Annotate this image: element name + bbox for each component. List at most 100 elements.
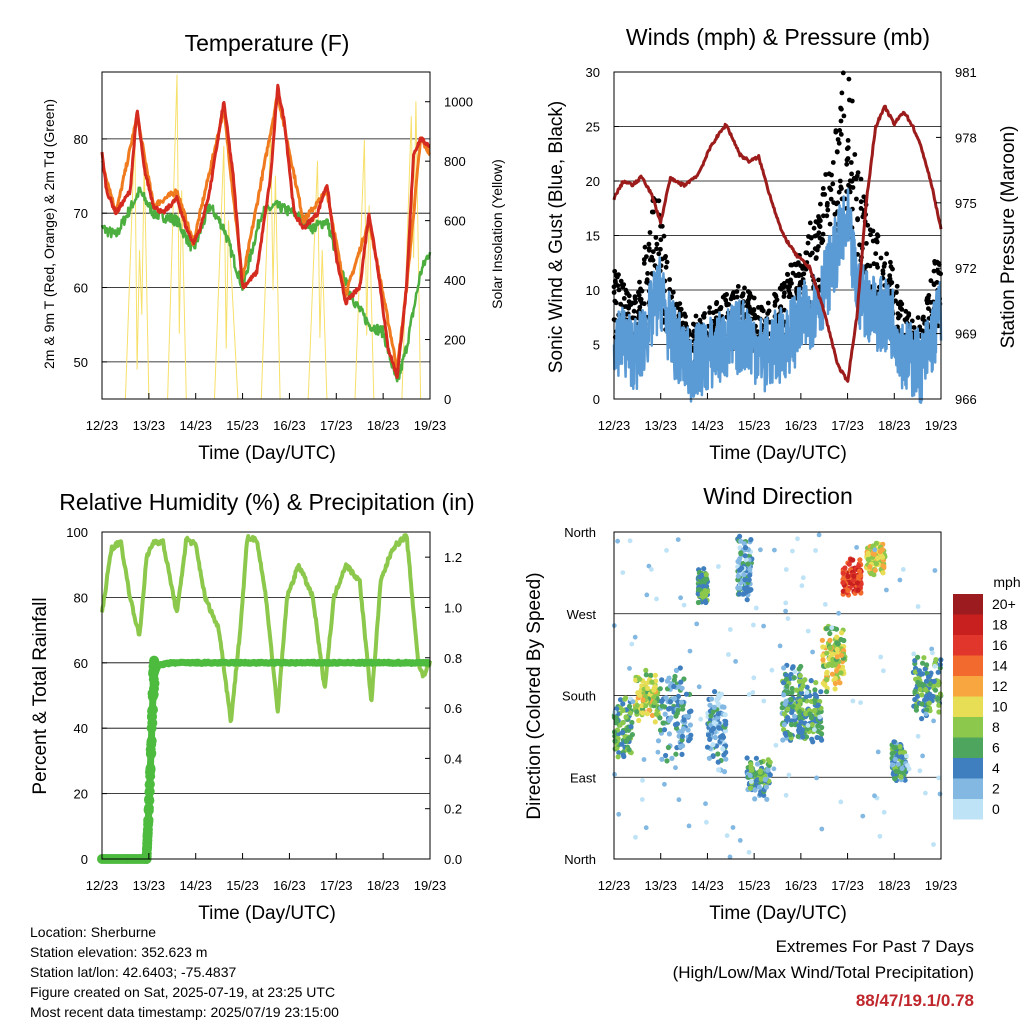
legend-swatch-14 xyxy=(953,655,983,676)
direction-dot-scatter xyxy=(790,548,795,554)
gust-dot xyxy=(713,308,719,314)
y-tick-label: 80 xyxy=(74,132,88,147)
y-tick-label: 80 xyxy=(74,590,88,605)
direction-dot-10 xyxy=(845,573,851,580)
gust-dot xyxy=(847,97,852,103)
gust-dot xyxy=(612,268,618,274)
direction-dot-scatter xyxy=(620,570,626,575)
direction-dot-1 xyxy=(637,676,643,682)
direction-dot-6 xyxy=(764,796,770,802)
direction-dot-7 xyxy=(783,672,789,679)
gust-dot xyxy=(782,290,787,296)
direction-dot-2 xyxy=(667,699,673,705)
direction-dot-12 xyxy=(892,776,898,782)
y-tick-label: 10 xyxy=(586,283,600,298)
direction-dot-9 xyxy=(832,675,839,682)
x-tick-label: 15/23 xyxy=(738,418,771,433)
x-tick-label: 19/23 xyxy=(414,418,447,433)
direction-dot-3 xyxy=(704,589,711,595)
direction-dot-4 xyxy=(715,751,721,757)
direction-dot-11 xyxy=(865,556,872,563)
direction-tick-label: West xyxy=(567,607,597,622)
gust-dot xyxy=(646,246,652,252)
direction-dot-9 xyxy=(832,686,838,692)
direction-dot-2 xyxy=(659,677,665,683)
gust-dot xyxy=(673,302,679,307)
direction-dot-scatter xyxy=(761,623,766,629)
direction-dot-5 xyxy=(747,566,753,573)
gust-dot xyxy=(816,230,822,236)
y-tick-label-right: 800 xyxy=(444,154,466,169)
gust-dot xyxy=(845,138,851,143)
legend-swatch-10 xyxy=(953,696,983,717)
direction-dot-3 xyxy=(700,583,707,589)
info-latlon: Station lat/lon: 42.6403; -75.4837 xyxy=(30,964,237,980)
direction-dot-scatter xyxy=(720,746,725,751)
gust-dot xyxy=(867,263,873,269)
direction-dot-4 xyxy=(712,734,719,741)
direction-dot-scatter xyxy=(931,842,936,847)
direction-dot-scatter xyxy=(915,604,921,609)
direction-tick-label: North xyxy=(564,525,596,540)
direction-dot-3 xyxy=(695,591,701,597)
gust-dot xyxy=(888,259,893,265)
direction-dot-0 xyxy=(613,720,619,726)
direction-dot-2 xyxy=(667,705,673,711)
direction-dot-scatter xyxy=(836,610,841,616)
direction-dot-8 xyxy=(809,722,815,728)
direction-dot-9 xyxy=(838,670,844,676)
legend-label: 12 xyxy=(992,678,1008,694)
direction-dot-2 xyxy=(680,726,687,732)
gust-dot xyxy=(863,264,869,269)
gust-dot xyxy=(654,246,659,252)
gust-dot xyxy=(818,218,823,224)
y-tick-label-right: 975 xyxy=(955,196,977,211)
direction-tick-label: North xyxy=(564,852,596,867)
gust-dot xyxy=(844,161,850,167)
direction-dot-scatter xyxy=(627,666,632,671)
gust-dot xyxy=(857,242,862,248)
direction-dot-8 xyxy=(803,711,809,717)
gust-dot xyxy=(720,294,726,300)
gust-dot xyxy=(653,235,659,240)
direction-dot-11 xyxy=(870,543,876,549)
gust-dot xyxy=(626,303,632,309)
plot-frame-1 xyxy=(613,71,942,400)
direction-dot-4 xyxy=(722,712,728,718)
gust-dot xyxy=(747,290,753,296)
direction-dot-scatter xyxy=(761,698,767,704)
y-tick-label-right: 1.0 xyxy=(444,600,462,615)
direction-dot-6 xyxy=(754,777,761,783)
y-tick-label-right: 966 xyxy=(955,392,977,407)
direction-dot-9 xyxy=(829,671,836,677)
direction-dot-5 xyxy=(742,553,748,559)
gust-dot xyxy=(785,272,791,277)
gust-dot xyxy=(887,276,893,282)
direction-dot-scatter xyxy=(936,775,942,781)
gust-dot xyxy=(844,146,850,152)
gust-dot xyxy=(766,308,772,314)
direction-dot-scatter xyxy=(678,595,683,601)
gust-dot xyxy=(833,129,839,135)
gust-dot xyxy=(658,237,664,243)
direction-dot-7 xyxy=(781,665,787,671)
direction-dot-6 xyxy=(765,767,771,773)
direction-ylabel-left: Direction (Colored By Speed) xyxy=(524,572,545,819)
direction-dot-scatter xyxy=(937,791,943,797)
direction-dot-12 xyxy=(892,744,899,751)
direction-dot-0 xyxy=(615,754,621,760)
direction-dot-scatter xyxy=(804,690,810,695)
x-tick-label: 19/23 xyxy=(925,418,958,433)
y-tick-label: 0 xyxy=(81,852,88,867)
direction-dot-scatter xyxy=(783,567,789,572)
direction-dot-5 xyxy=(737,556,743,562)
direction-dot-7 xyxy=(790,664,796,670)
y-tick-label-right: 978 xyxy=(955,130,977,145)
gust-dot xyxy=(664,259,670,265)
direction-dot-4 xyxy=(723,718,729,725)
gust-dot xyxy=(870,228,876,234)
direction-dot-2 xyxy=(673,751,679,757)
direction-dot-2 xyxy=(675,693,682,700)
direction-dot-scatter xyxy=(800,575,806,581)
